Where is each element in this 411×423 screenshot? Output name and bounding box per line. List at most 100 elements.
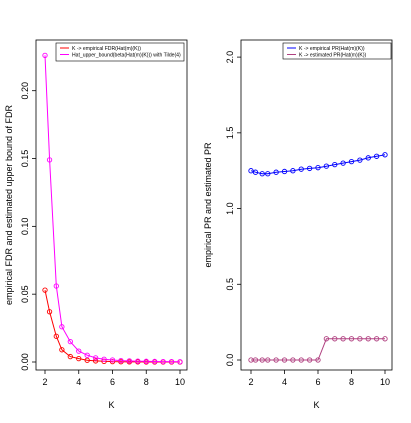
series-2-point: [152, 358, 158, 365]
series-1-point: [252, 169, 259, 175]
y-tick-label: 1.0: [225, 202, 235, 215]
series-2-point: [259, 357, 265, 363]
plot-frame: [240, 39, 393, 371]
series-1-point: [92, 358, 99, 364]
series-1-point: [248, 168, 254, 174]
series-2-point: [143, 358, 149, 364]
series-2-point: [357, 336, 363, 342]
legend-label: Hat_upper_bound(beta(Hat(m)(K))) with Ti…: [72, 52, 181, 58]
series-2-point: [92, 355, 99, 361]
series-1-point: [348, 158, 355, 165]
y-tick-label: 0.0: [225, 354, 235, 367]
series-2-point: [53, 283, 59, 289]
series-2-point: [42, 52, 48, 59]
legend-box: [282, 42, 392, 60]
series-2-point: [160, 358, 166, 365]
series-2-point: [348, 336, 355, 342]
x-axis-label: K: [108, 400, 114, 410]
x-tick-label: 10: [380, 377, 390, 387]
series-2-point: [365, 336, 371, 342]
y-tick-label: 0.00: [20, 353, 30, 371]
y-tick-label: 0.15: [20, 150, 30, 168]
series-2-point: [46, 157, 53, 163]
series-1-point: [332, 161, 338, 168]
series-1-point: [42, 287, 48, 293]
series-1-point: [53, 333, 59, 339]
legend-box: [55, 42, 185, 62]
series-2-point: [76, 348, 82, 354]
legend-label: K -> empirical PR(Hat(m)(K)): [299, 46, 365, 52]
series-2-point: [118, 357, 124, 364]
series-1-point: [306, 165, 313, 172]
series-1-point: [298, 166, 304, 172]
x-tick-label: 6: [110, 377, 115, 387]
series-2-point: [298, 357, 304, 363]
series-1-point: [382, 152, 388, 158]
series-1-point: [373, 153, 380, 159]
series-line-1: [44, 289, 180, 363]
x-tick-label: 8: [349, 377, 354, 387]
x-tick-label: 2: [248, 377, 253, 387]
y-tick-label: 0.20: [20, 82, 30, 100]
series-1-point: [273, 169, 279, 175]
legend-label: K -> empirical FDR(Hat(m)(K)): [72, 46, 141, 52]
series-1-point: [340, 160, 346, 166]
x-tick-label: 10: [175, 377, 185, 387]
series-2-point: [135, 358, 141, 364]
series-2-point: [315, 357, 321, 363]
series-2-point: [281, 357, 288, 363]
x-tick-label: 8: [144, 377, 149, 387]
series-1-point: [46, 309, 53, 315]
series-2-point: [373, 336, 380, 342]
y-tick-label: 2.0: [225, 51, 235, 64]
x-tick-label: 4: [282, 377, 287, 387]
series-1-point: [265, 171, 271, 177]
series-1-point: [259, 171, 265, 177]
series-2-point: [382, 336, 388, 342]
x-tick-label: 4: [76, 377, 81, 387]
series-1-point: [290, 168, 296, 174]
x-axis-label: K: [313, 400, 319, 410]
series-2-point: [177, 359, 183, 365]
series-2-point: [109, 357, 116, 363]
x-tick-label: 2: [42, 377, 47, 387]
series-2-point: [306, 357, 313, 363]
y-tick-label: 1.5: [225, 127, 235, 140]
plot-frame: [35, 39, 188, 371]
y-tick-label: 0.05: [20, 285, 30, 303]
series-2-point: [323, 336, 330, 342]
series-1-point: [281, 168, 288, 175]
y-axis-label: empirical FDR and estimated upper bound …: [4, 104, 14, 305]
series-2-point: [340, 336, 346, 342]
legend-label: K -> estimated PR(Hat(m)(K)): [299, 52, 367, 58]
series-2-point: [126, 358, 133, 364]
y-tick-label: 0.10: [20, 218, 30, 236]
series-2-point: [168, 358, 175, 365]
series-1-point: [76, 355, 82, 362]
series-2-point: [332, 336, 338, 342]
series-1-point: [357, 157, 363, 163]
y-axis-label: empirical PR and estimated PR: [203, 142, 213, 268]
legend: K -> empirical PR(Hat(m)(K))K -> estimat…: [282, 42, 392, 60]
y-tick-label: 0.5: [225, 278, 235, 291]
series-1-point: [84, 357, 90, 363]
series-line-2: [44, 55, 181, 363]
series-2-point: [59, 324, 65, 330]
series-1-point: [315, 165, 321, 171]
legend: K -> empirical FDR(Hat(m)(K))Hat_upper_b…: [55, 42, 185, 62]
series-2-point: [101, 356, 107, 362]
series-2-point: [252, 357, 259, 363]
series-line-1: [250, 154, 386, 175]
series-2-point: [290, 357, 296, 363]
series-line-2: [251, 338, 385, 361]
series-1-point: [109, 358, 116, 365]
series-1-point: [59, 347, 65, 353]
series-1-point: [323, 163, 330, 169]
series-2-point: [265, 357, 271, 363]
series-1-point: [67, 353, 73, 360]
series-2-point: [67, 339, 73, 345]
series-2-point: [84, 352, 90, 358]
